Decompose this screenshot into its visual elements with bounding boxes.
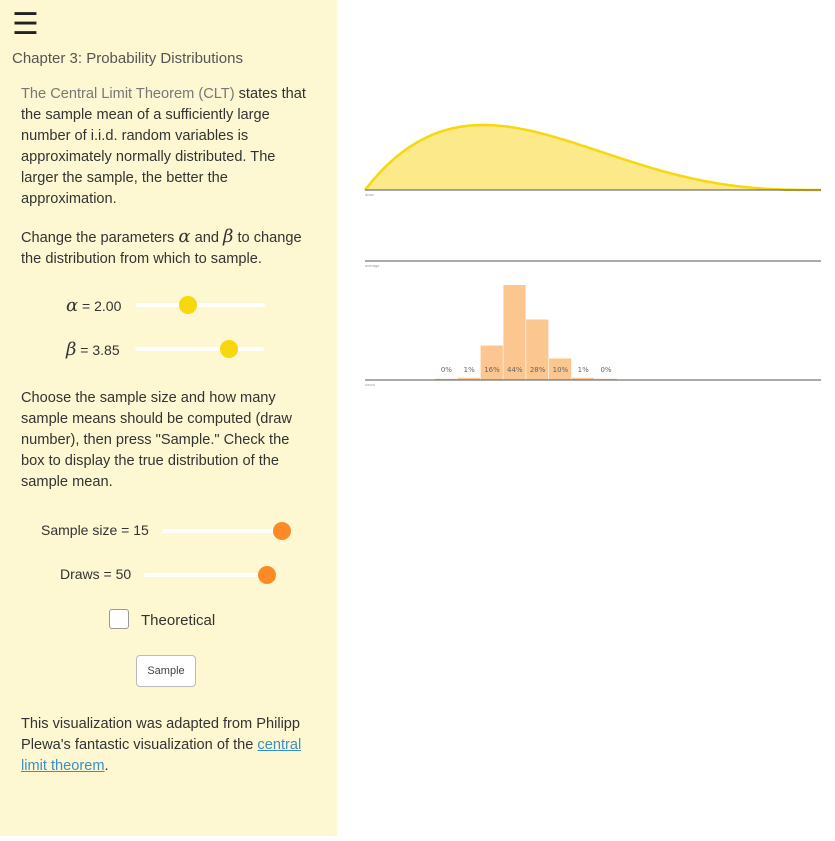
bar-percent-label: 1% [578,366,589,374]
params-paragraph: Change the parameters α and β to change … [21,226,313,270]
credit-paragraph: This visualization was adapted from Phil… [21,714,313,777]
beta-label-value: = 3.85 [80,342,120,358]
beta-slider-track[interactable] [135,347,264,351]
count-axis-label: count [365,382,376,387]
bar-percent-label: 1% [464,366,475,374]
draw-axis-label: draw [365,192,374,197]
sidebar: ☰ Chapter 3: Probability Distributions T… [0,0,337,836]
distribution-curve [364,123,821,192]
histogram-bar [571,377,594,380]
alpha-label-symbol: α [66,295,79,316]
beta-label: β = 3.85 [66,339,120,360]
visualization-panel: draw average 0% 1% 16% 44% 28% 10% 1% 0% count [337,0,835,836]
average-axis-label: average [365,263,380,268]
alpha-label: α = 2.00 [66,295,121,316]
bar-percent-label: 10% [553,366,569,374]
histogram-bar [480,345,503,380]
hamburger-menu-icon[interactable]: ☰ [12,7,39,42]
visualization-svg: draw average 0% 1% 16% 44% 28% 10% 1% 0% count [364,123,821,387]
bar-percent-label: 44% [507,366,523,374]
histogram-bar [503,285,526,380]
intro-paragraph: The Central Limit Theorem (CLT) states t… [21,84,313,210]
bar-percent-label: 0% [441,366,452,374]
histogram-bar [594,378,617,380]
draws-slider-track[interactable] [144,573,273,577]
params-text-pre: Change the parameters [21,230,179,246]
draws-slider-thumb[interactable] [257,566,276,584]
sample-size-label: Sample size = 15 [41,522,149,538]
clt-link[interactable]: central limit theorem [21,737,302,774]
credit-text-end: . [104,758,109,774]
params-text-and: and [190,230,224,246]
chapter-title: Chapter 3: Probability Distributions [12,50,243,67]
distribution-area [365,125,821,190]
sample-instructions: Choose the sample size and how many samp… [21,390,292,490]
bar-percent-label: 0% [600,366,611,374]
histogram-bar [526,319,549,380]
beta-slider-thumb[interactable] [220,340,239,358]
alpha-label-value: = 2.00 [82,298,122,314]
bar-percent-label: 16% [484,366,500,374]
sample-size-slider-thumb[interactable] [272,522,291,540]
alpha-slider-thumb[interactable] [178,296,197,314]
histogram-bar [457,377,480,380]
beta-label-symbol: β [66,339,77,360]
draws-label: Draws = 50 [60,566,132,582]
intro-text: states that the sample mean of a suffici… [21,86,306,207]
histogram-bars: 0% 1% 16% 44% 28% 10% 1% 0% [435,285,617,380]
histogram-bar [549,358,572,380]
theoretical-checkbox[interactable] [109,609,129,629]
params-text-post: to change the distribution from which to… [21,230,302,267]
credit-text: This visualization was adapted from Phil… [21,716,301,753]
histogram-bar [435,378,458,380]
alpha-symbol: α [178,226,191,247]
intro-highlight: The Central Limit Theorem (CLT) [21,86,235,102]
alpha-slider-track[interactable] [136,303,265,307]
beta-symbol: β [223,226,234,247]
sample-size-slider-track[interactable] [162,529,291,533]
sample-button[interactable]: Sample [136,655,196,687]
theoretical-label[interactable]: Theoretical [141,612,216,629]
bar-percent-label: 28% [530,366,546,374]
